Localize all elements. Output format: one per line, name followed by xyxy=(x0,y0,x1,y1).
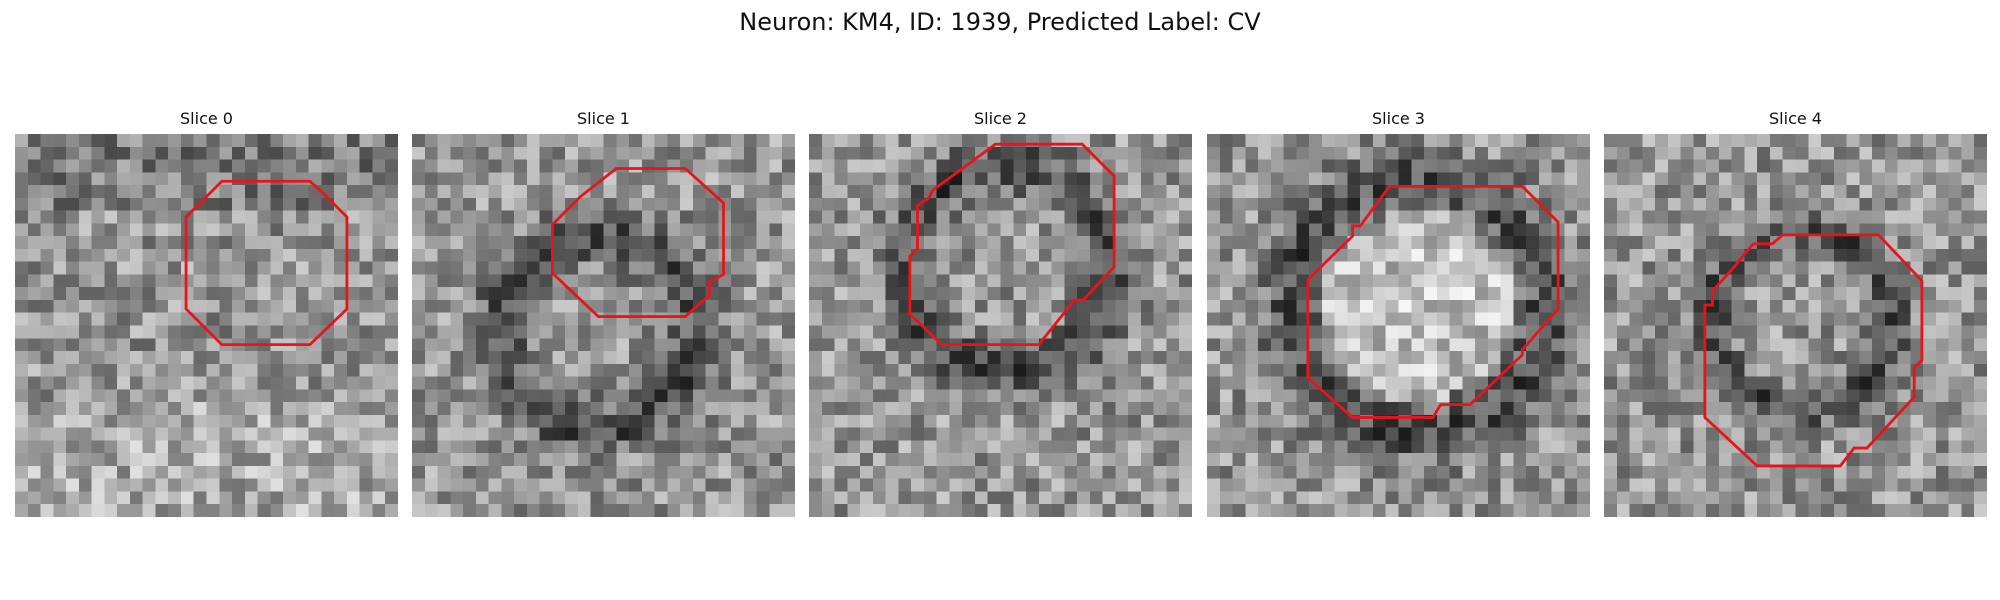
slice-title: Slice 3 xyxy=(1372,109,1425,128)
roi-outline xyxy=(908,142,1116,347)
roi-outline xyxy=(1703,233,1924,468)
figure-title: Neuron: KM4, ID: 1939, Predicted Label: … xyxy=(739,8,1261,36)
roi-outline xyxy=(551,167,725,318)
slice-panel-1: Slice 1 xyxy=(412,108,795,518)
slice-image xyxy=(412,134,795,517)
noise-patch xyxy=(1207,134,1590,517)
slice-panel-4: Slice 4 xyxy=(1604,108,1987,518)
slice-title: Slice 4 xyxy=(1769,109,1822,128)
slice-title: Slice 2 xyxy=(974,109,1027,128)
slice-panel-3: Slice 3 xyxy=(1207,108,1590,518)
roi-contour xyxy=(184,179,349,347)
roi-contour xyxy=(908,142,1116,347)
roi-outline xyxy=(1306,184,1560,419)
roi-contour xyxy=(1306,184,1560,419)
slice-panel-2: Slice 2 xyxy=(809,108,1192,518)
slice-panel-0: Slice 0 xyxy=(15,108,398,518)
roi-contour xyxy=(1703,233,1924,468)
roi-outline xyxy=(184,179,349,347)
slice-title: Slice 0 xyxy=(180,109,233,128)
slice-image xyxy=(809,134,1192,517)
slice-title: Slice 1 xyxy=(577,109,630,128)
slice-image xyxy=(1604,134,1987,517)
slice-image xyxy=(1207,134,1590,517)
slice-image xyxy=(15,134,398,517)
noise-patch xyxy=(412,134,795,517)
roi-contour xyxy=(551,167,725,318)
noise-patch xyxy=(809,134,1192,517)
